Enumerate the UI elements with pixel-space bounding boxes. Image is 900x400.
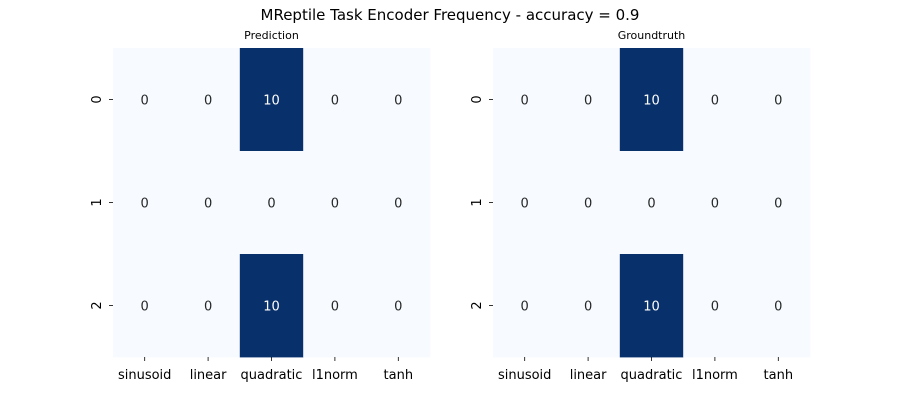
cell-value-label: 0 [267,197,275,212]
cell-value-label: 10 [643,300,660,315]
cell-value-label: 0 [774,300,782,315]
x-tick-label: tanh [384,368,414,383]
cell-value-label: 0 [584,300,592,315]
cell-value-label: 0 [204,94,212,109]
y-tick-label: 1 [90,198,105,206]
cell-value-label: 0 [331,197,339,212]
cell-value-label: 0 [394,300,402,315]
heatmap-cell [493,48,557,152]
cell-value-label: 0 [204,300,212,315]
cell-value-label: 0 [394,94,402,109]
cell-value-label: 0 [647,197,655,212]
y-tick-label: 1 [470,198,485,206]
x-tick-label: linear [570,368,607,383]
y-tick-label: 2 [470,301,485,309]
heatmap-cell [746,254,811,358]
heatmap-cell [239,254,304,358]
cell-value-label: 10 [263,300,280,315]
x-tick-label: sinusoid [498,368,551,383]
x-tick-label: quadratic [621,368,683,383]
cell-value-label: 0 [774,94,782,109]
cell-value-label: 0 [521,197,529,212]
cell-value-label: 0 [141,94,149,109]
cell-value-label: 0 [521,300,529,315]
cell-value-label: 0 [584,94,592,109]
heatmap-cell [683,151,747,255]
heatmap-cell [619,48,684,152]
x-tick-label: sinusoid [118,368,171,383]
heatmap-cell [176,151,241,255]
panel-title: Groundtruth [618,29,686,42]
heatmap-cell [113,254,177,358]
cell-value-label: 0 [204,197,212,212]
heatmap-cell [746,48,811,152]
heatmap-cell [366,254,431,358]
cell-value-label: 0 [331,94,339,109]
cell-value-label: 0 [521,94,529,109]
cell-value-label: 0 [584,197,592,212]
heatmap-cell [303,254,367,358]
heatmap-cell [239,151,304,255]
x-tick-label: l1norm [692,368,738,383]
heatmap-cell [619,151,684,255]
heatmap-cell [556,48,621,152]
cell-value-label: 0 [331,300,339,315]
heatmap-cell [113,48,177,152]
x-tick-label: quadratic [241,368,303,383]
cell-value-label: 0 [141,300,149,315]
heatmap-cell [303,48,367,152]
heatmap-cell [683,48,747,152]
y-tick-label: 2 [90,301,105,309]
heatmap-cell [366,48,431,152]
panel-title: Prediction [244,29,299,42]
heatmap-cell [746,151,811,255]
heatmap-cell [176,48,241,152]
heatmap-cell [303,151,367,255]
cell-value-label: 10 [263,94,280,109]
y-tick-label: 0 [90,95,105,103]
heatmap-cell [176,254,241,358]
heatmap-cell [619,254,684,358]
heatmap-cell [493,151,557,255]
heatmap-cell [683,254,747,358]
x-tick-label: tanh [764,368,794,383]
cell-value-label: 0 [141,197,149,212]
heatmap-cell [366,151,431,255]
heatmap-cell [113,151,177,255]
cell-value-label: 0 [711,197,719,212]
x-tick-label: linear [190,368,227,383]
y-tick-label: 0 [470,95,485,103]
cell-value-label: 0 [711,94,719,109]
cell-value-label: 0 [394,197,402,212]
cell-value-label: 10 [643,94,660,109]
heatmap-cell [556,254,621,358]
cell-value-label: 0 [774,197,782,212]
heatmap-cell [493,254,557,358]
figure-title: MReptile Task Encoder Frequency - accura… [261,6,640,24]
x-tick-label: l1norm [312,368,358,383]
heatmap-cell [556,151,621,255]
cell-value-label: 0 [711,300,719,315]
heatmap-cell [239,48,304,152]
